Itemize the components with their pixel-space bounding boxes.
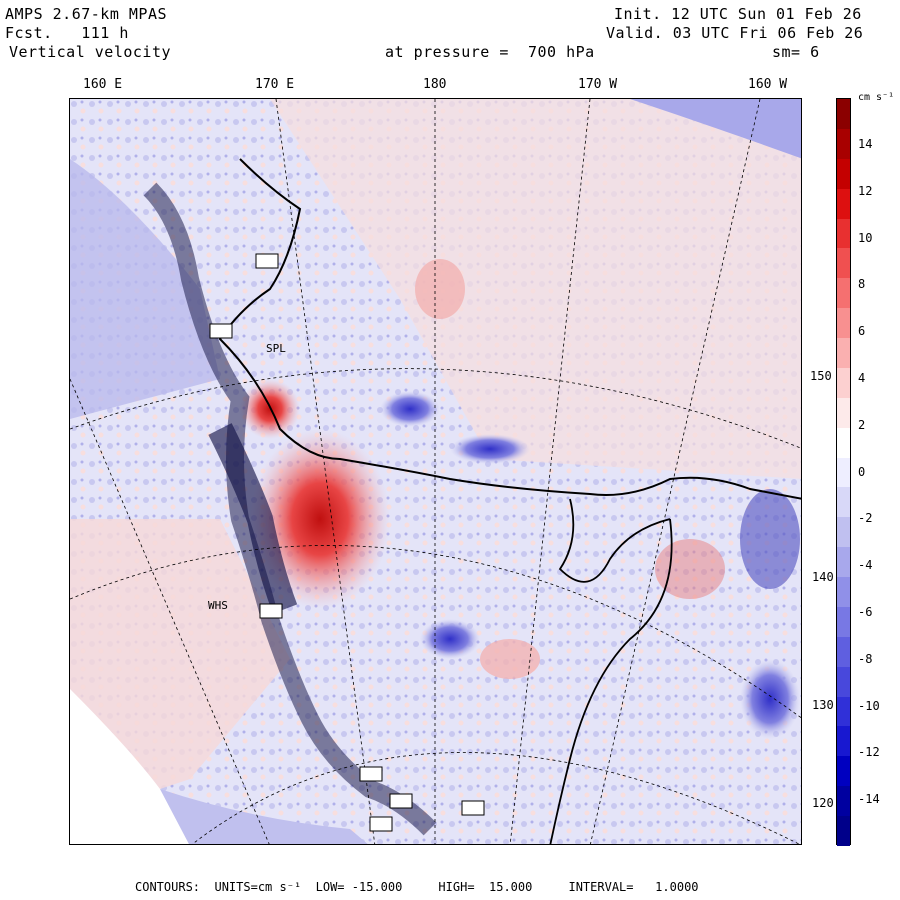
lon-label-160w: 160 W [748, 77, 788, 92]
negative-region-northeast [630, 99, 801, 159]
east-downdraft [740, 659, 800, 739]
downdraft-blob [380, 391, 440, 427]
colorbar-segment [837, 577, 850, 608]
grounding-line [549, 518, 673, 844]
lon-label-170e: 170 E [255, 77, 295, 92]
colorbar-segment [837, 278, 850, 309]
colorbar-segment [837, 158, 850, 190]
colorbar-segment [837, 487, 850, 518]
colorbar-segment [837, 547, 850, 578]
colorbar-tick-label: 0 [858, 464, 866, 479]
colorbar-segment [837, 248, 850, 279]
contour-info: CONTOURS: UNITS=cm s⁻¹ LOW= -15.000 HIGH… [135, 880, 699, 894]
colorbar-tick-label: -6 [858, 605, 873, 619]
forecast-hour: 111 h [81, 24, 129, 42]
forecast-label-text: Fcst. [5, 24, 53, 42]
colorbar-tick-label: -10 [858, 698, 880, 713]
init-time: Init. 12 UTC Sun 01 Feb 26 [614, 5, 862, 23]
colorbar-segment [837, 308, 850, 339]
colorbar-segment [837, 427, 850, 459]
colorbar-tick-label: 2 [858, 417, 866, 432]
colorbar-tick-label: 6 [858, 324, 866, 339]
colorbar-segment [837, 99, 850, 130]
smoothing-value: sm= 6 [772, 43, 820, 61]
station-label-spl: SPL [266, 342, 286, 355]
east-updraft [655, 539, 725, 599]
colorbar-segment [837, 726, 850, 757]
east-wave-cluster [740, 489, 800, 589]
colorbar-segment [837, 696, 850, 727]
ice-shelf-edge [558, 498, 671, 583]
colorbar-segment [837, 218, 850, 249]
station-label-whs: WHS [208, 599, 228, 612]
colorbar-tick-label: 14 [858, 137, 873, 151]
map-canvas: SPL WHS [70, 99, 801, 844]
mountain-wave-cluster [208, 423, 298, 614]
forecast-label: Fcst. 111 h [5, 24, 129, 42]
lon-label-180: 180 [423, 77, 447, 92]
lon-label-160e: 160 E [83, 77, 123, 92]
station-marker [389, 793, 413, 809]
colorbar-segment [837, 786, 850, 817]
colorbar-tick-label: 12 [858, 183, 873, 198]
pressure-level: at pressure = 700 hPa [385, 43, 595, 61]
colorbar-tick-label: -4 [858, 558, 873, 573]
coastline [218, 158, 801, 500]
colorbar-segment [837, 606, 850, 638]
vertical-velocity-map: SPL WHS [69, 98, 802, 845]
updraft-core [250, 429, 390, 609]
colorbar-tick-label: 4 [858, 371, 866, 385]
colorbar-tick-label: -12 [858, 745, 880, 760]
outside-domain-area [70, 689, 189, 844]
colorbar-segment [837, 397, 850, 429]
positive-region-north [270, 99, 801, 479]
colorbar-segment [837, 188, 850, 219]
negative-region-northwest [70, 159, 220, 419]
colorbar-segment [837, 666, 850, 698]
lon-label-170w: 170 W [578, 77, 618, 92]
colorbar-tick-label: -8 [858, 651, 873, 666]
model-title: AMPS 2.67-km MPAS [5, 5, 168, 23]
station-marker [461, 800, 485, 816]
graticule [70, 99, 801, 844]
colorbar-segment [837, 457, 850, 488]
colorbar-tick-label: 8 [858, 277, 866, 292]
colorbar-segment [837, 756, 850, 787]
colorbar-tick-label: 10 [858, 230, 873, 245]
updraft-blob [415, 259, 465, 319]
downdraft-blob [450, 434, 530, 464]
valid-time: Valid. 03 UTC Fri 06 Feb 26 [606, 24, 864, 42]
colorbar-segment [837, 128, 850, 160]
station-marker [259, 603, 283, 619]
colorbar-tick-label: -14 [858, 792, 880, 807]
colorbar-segment [837, 636, 850, 668]
colorbar-segment [837, 338, 850, 369]
colorbar-segment [837, 517, 850, 548]
colorbar-segment [837, 816, 850, 847]
colorbar [836, 98, 851, 847]
downdraft-blob [420, 619, 480, 659]
station-marker [359, 766, 383, 782]
colorbar-segment [837, 367, 850, 399]
station-marker [369, 816, 393, 832]
positive-region-southwest [70, 519, 290, 799]
colorbar-tick-label: -2 [858, 511, 873, 526]
colorbar-unit: cm s⁻¹ [858, 92, 895, 103]
station-markers [209, 253, 485, 832]
station-marker [209, 323, 233, 339]
updraft-blob [480, 639, 540, 679]
field-name: Vertical velocity [9, 43, 172, 61]
station-marker [255, 253, 279, 269]
